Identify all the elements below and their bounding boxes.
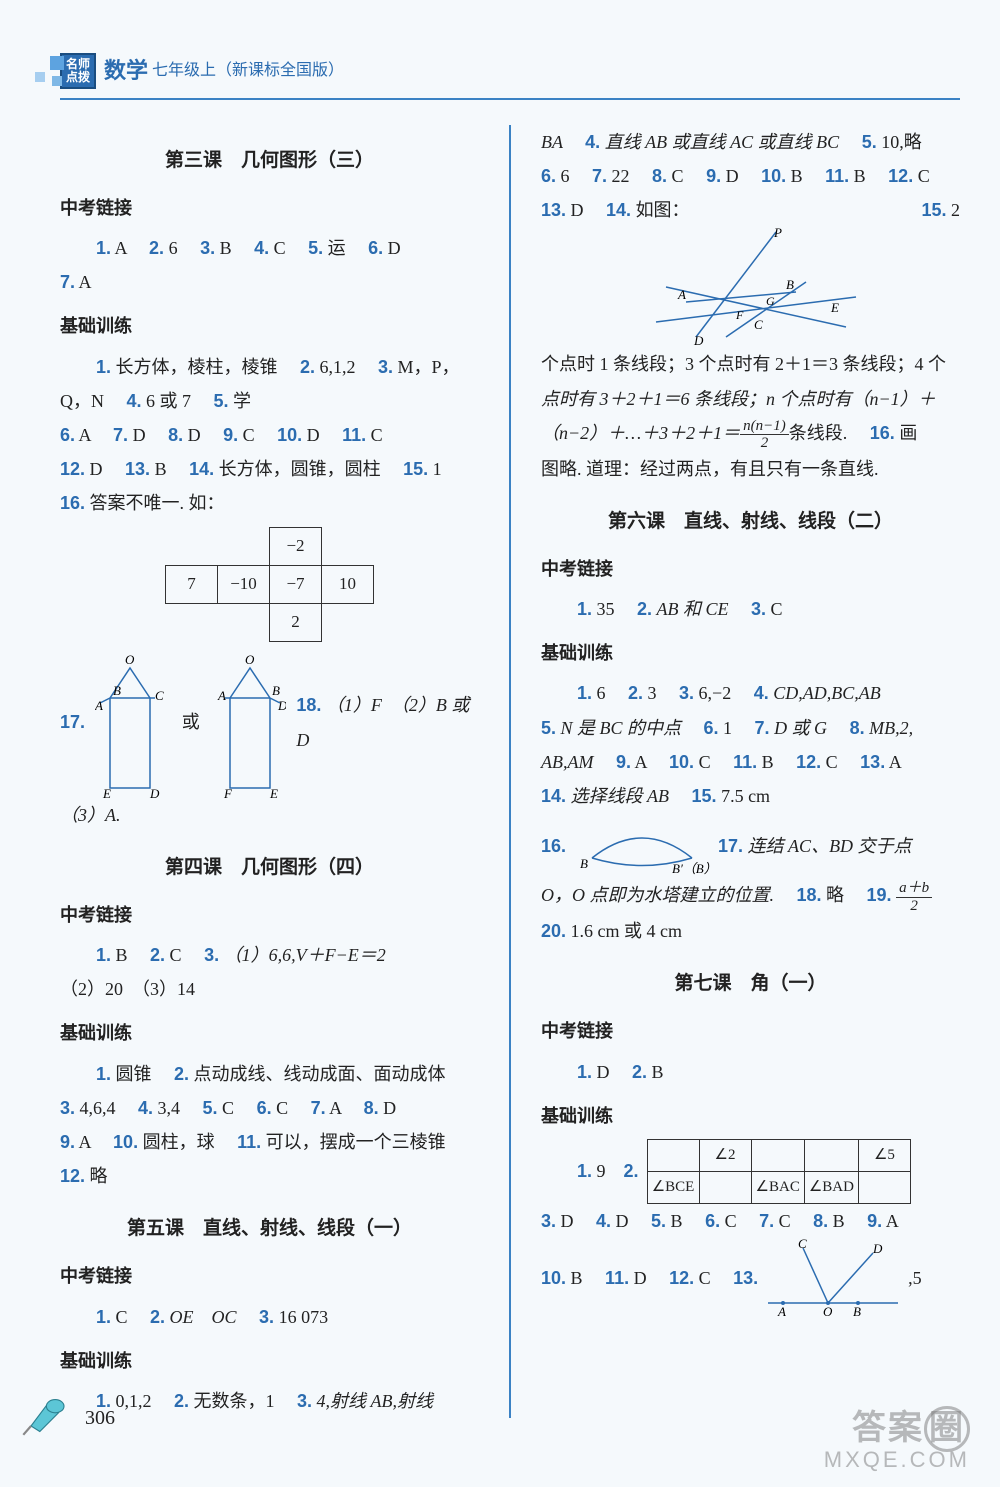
section-title: 第五课 直线、射线、线段（一） bbox=[60, 1211, 479, 1247]
answer-line: 12. D 13. B 14. 长方体，圆锥，圆柱 15. 1 bbox=[60, 452, 479, 486]
svg-text:O: O bbox=[125, 652, 135, 667]
sub-heading: 中考链接 bbox=[60, 1259, 479, 1293]
answer-line: AB,AM 9. A 10. C 11. B 12. C 13. A bbox=[541, 745, 960, 779]
sub-heading: 中考链接 bbox=[60, 898, 479, 932]
svg-text:C: C bbox=[754, 317, 763, 332]
sub-heading: 中考链接 bbox=[541, 1014, 960, 1048]
prism-figure-2: O A B D F E bbox=[210, 648, 287, 798]
grade-label: 七年级上（新课标全国版） bbox=[152, 56, 344, 86]
answer-line: 7. A bbox=[60, 265, 479, 299]
sub-heading: 基础训练 bbox=[60, 309, 479, 343]
number-cross-table: −2 7−10−710 2 bbox=[165, 527, 374, 642]
subject-label: 数学 bbox=[104, 50, 148, 92]
svg-text:D: D bbox=[872, 1241, 883, 1256]
answer-line: O，O 点即为水塔建立的位置. 18. 略 19. a＋b2 bbox=[541, 878, 960, 914]
answer-line: 14. 选择线段 AB 15. 7.5 cm bbox=[541, 779, 960, 813]
svg-text:A: A bbox=[777, 1304, 786, 1318]
right-column: BA 4. 直线 AB 或直线 AC 或直线 BC 5. 10,略 6. 6 7… bbox=[541, 125, 960, 1418]
svg-text:F: F bbox=[735, 308, 744, 322]
decor-squares bbox=[30, 56, 80, 96]
sub-heading: 基础训练 bbox=[541, 1099, 960, 1133]
svg-text:D: D bbox=[693, 333, 704, 347]
svg-text:D: D bbox=[149, 786, 160, 798]
answer-line: 12. 略 bbox=[60, 1159, 479, 1193]
answer-line: 1. C 2. OE OC 3. 16 073 bbox=[60, 1300, 479, 1334]
svg-text:B: B bbox=[113, 683, 121, 698]
answer-line: 1. D 2. B bbox=[541, 1055, 960, 1089]
sub-heading: 基础训练 bbox=[541, 636, 960, 670]
answer-line: 9. A 10. 圆柱，球 11. 可以，摆成一个三棱锥 bbox=[60, 1125, 479, 1159]
section-title: 第六课 直线、射线、线段（二） bbox=[541, 504, 960, 540]
prism-figures-row: 17. O A B C E D 或 O A B D F E 18. （1）F （… bbox=[60, 648, 479, 798]
svg-text:D: D bbox=[277, 698, 287, 713]
svg-text:A: A bbox=[95, 698, 103, 713]
left-column: 第三课 几何图形（三） 中考链接 1. A 2. 6 3. B 4. C 5. … bbox=[60, 125, 479, 1418]
answer-line: 个点时 1 条线段；3 个点时有 2＋1＝3 条线段；4 个 bbox=[541, 347, 960, 381]
svg-text:E: E bbox=[102, 786, 111, 798]
or-label: 或 bbox=[182, 705, 200, 739]
svg-text:A: A bbox=[217, 688, 226, 703]
answer-line: 16. 答案不唯一. 如： bbox=[60, 486, 479, 520]
answer-text: 18. （1）F （2）B 或 D bbox=[296, 688, 479, 756]
answer-line: BA 4. 直线 AB 或直线 AC 或直线 BC 5. 10,略 bbox=[541, 125, 960, 159]
section-title: 第三课 几何图形（三） bbox=[60, 143, 479, 179]
answer-line: 1. 圆锥 2. 点动成线、线动成面、面动成体 bbox=[60, 1057, 479, 1091]
section-title: 第七课 角（一） bbox=[541, 966, 960, 1002]
svg-text:B: B bbox=[786, 277, 794, 292]
answer-line: 1. 35 2. AB 和 CE 3. C bbox=[541, 592, 960, 626]
answer-line: （2）20 （3）14 bbox=[60, 972, 479, 1006]
svg-text:B: B bbox=[580, 856, 588, 871]
answer-line: Q，N 4. 6 或 7 5. 学 bbox=[60, 384, 479, 418]
svg-text:B: B bbox=[853, 1304, 861, 1318]
svg-text:C: C bbox=[155, 688, 164, 703]
column-divider bbox=[509, 125, 511, 1418]
page-number: 306 bbox=[85, 1399, 115, 1437]
lens-figure: B B′（B） bbox=[572, 813, 712, 878]
svg-text:A: A bbox=[677, 287, 686, 302]
svg-text:O: O bbox=[245, 652, 255, 667]
answer-line: 10. B 11. D 12. C 13. A O B C D ,5 bbox=[541, 1238, 960, 1318]
site-watermark: MXQE.COM bbox=[824, 1439, 970, 1481]
answer-line: 20. 1.6 cm 或 4 cm bbox=[541, 914, 960, 948]
angle-figure: A O B C D bbox=[758, 1238, 908, 1318]
answer-line: 1. 长方体，棱柱，棱锥 2. 6,1,2 3. M，P， bbox=[60, 350, 479, 384]
svg-text:B′（B）: B′（B） bbox=[672, 861, 712, 876]
answer-line: （3）A. bbox=[60, 798, 479, 832]
answer-line: 13. D 14. 如图： 15. 2 bbox=[541, 193, 960, 227]
content-columns: 第三课 几何图形（三） 中考链接 1. A 2. 6 3. B 4. C 5. … bbox=[60, 125, 960, 1418]
angle-table: ∠2∠5 ∠BCE∠BAC∠BAD bbox=[647, 1139, 911, 1204]
svg-text:O: O bbox=[823, 1304, 833, 1318]
svg-text:B: B bbox=[272, 683, 280, 698]
svg-text:E: E bbox=[269, 786, 278, 798]
svg-text:P: P bbox=[773, 227, 782, 240]
svg-text:E: E bbox=[830, 300, 839, 315]
answer-line: 1. 6 2. 3 3. 6,−2 4. CD,AD,BC,AB bbox=[541, 676, 960, 710]
prism-figure-1: O A B C E D bbox=[95, 648, 172, 798]
section-title: 第四课 几何图形（四） bbox=[60, 850, 479, 886]
answer-line: 点时有 3＋2＋1＝6 条线段；n 个点时有（n−1）＋ bbox=[541, 382, 960, 416]
q-number: 17. bbox=[60, 705, 85, 739]
sub-heading: 中考链接 bbox=[60, 191, 479, 225]
answer-line: 1. 9 2. ∠2∠5 ∠BCE∠BAC∠BAD bbox=[541, 1139, 960, 1204]
answer-line: 1. B 2. C 3. （1）6,6,V＋F−E＝2 bbox=[60, 938, 479, 972]
lines-figure: P A B C D E F G bbox=[636, 227, 866, 347]
svg-text:C: C bbox=[798, 1238, 807, 1251]
answer-line: 3. 4,6,4 4. 3,4 5. C 6. C 7. A 8. D bbox=[60, 1091, 479, 1125]
sub-heading: 基础训练 bbox=[60, 1344, 479, 1378]
answer-line: 1. 0,1,2 2. 无数条，1 3. 4,射线 AB,射线 bbox=[60, 1384, 479, 1418]
pushpin-icon bbox=[20, 1382, 75, 1437]
page-header: 名师点拨 数学 七年级上（新课标全国版） bbox=[60, 50, 960, 100]
answer-line: 3. D 4. D 5. B 6. C 7. C 8. B 9. A bbox=[541, 1204, 960, 1238]
answer-line: 图略. 道理：经过两点，有且只有一条直线. bbox=[541, 452, 960, 486]
answer-line: 6. 6 7. 22 8. C 9. D 10. B 11. B 12. C bbox=[541, 159, 960, 193]
svg-text:F: F bbox=[223, 786, 233, 798]
answer-line: 6. A 7. D 8. D 9. C 10. D 11. C bbox=[60, 418, 479, 452]
answer-line: 16. B B′（B） 17. 连结 AC、BD 交于点 bbox=[541, 813, 960, 878]
svg-text:G: G bbox=[766, 294, 775, 308]
answer-line: 1. A 2. 6 3. B 4. C 5. 运 6. D bbox=[60, 231, 479, 265]
answer-line: 5. N 是 BC 的中点 6. 1 7. D 或 G 8. MB,2, bbox=[541, 711, 960, 745]
sub-heading: 基础训练 bbox=[60, 1016, 479, 1050]
answer-line: （n−2）＋…＋3＋2＋1＝n(n−1)2条线段. 16. 画 bbox=[541, 416, 960, 452]
sub-heading: 中考链接 bbox=[541, 552, 960, 586]
